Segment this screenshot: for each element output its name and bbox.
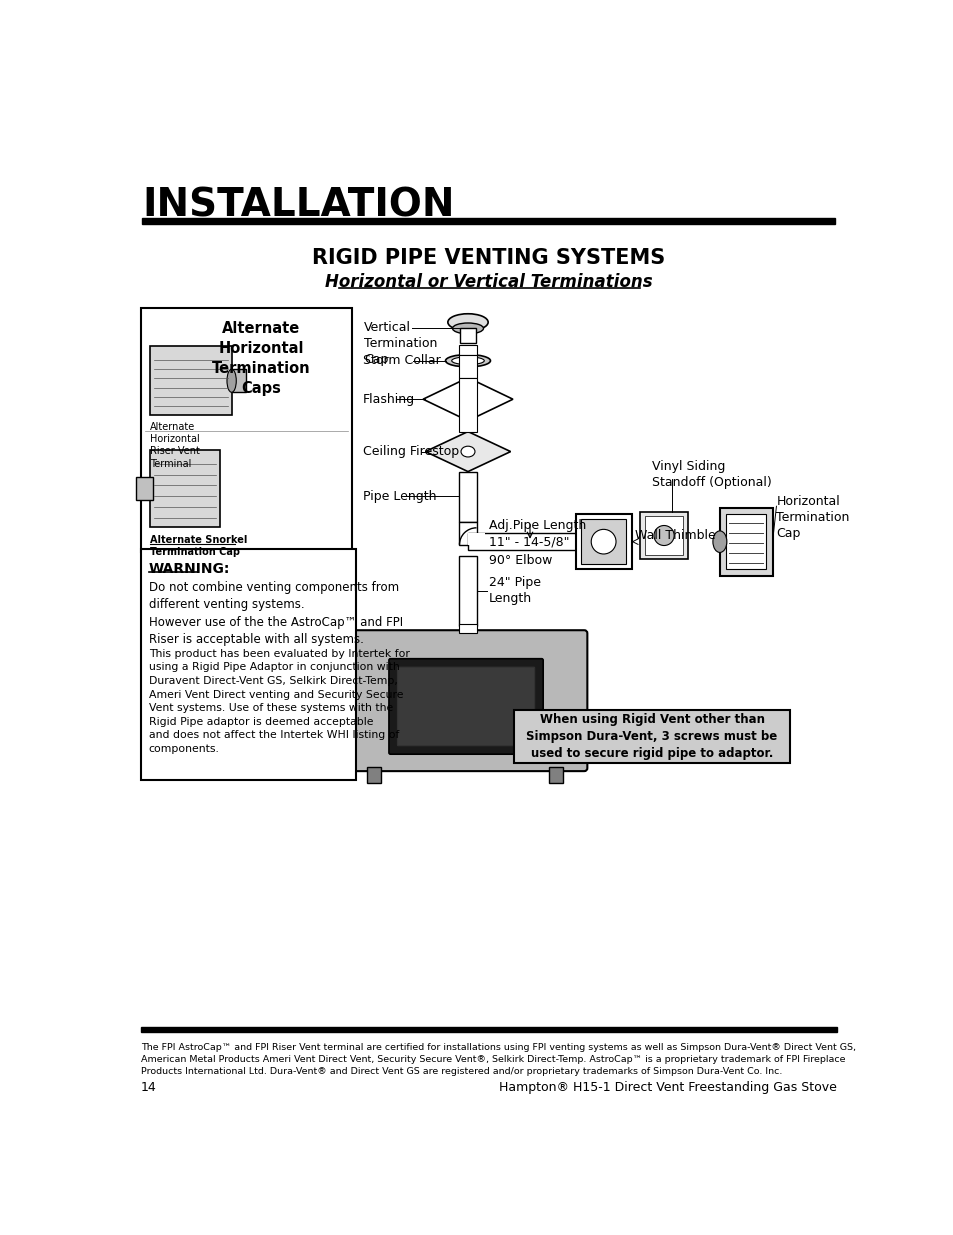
Bar [459, 624, 476, 634]
Text: Flashing: Flashing [362, 393, 415, 406]
Bar [575, 514, 631, 569]
Text: Alternate Snorkel
Termination Cap: Alternate Snorkel Termination Cap [150, 535, 248, 557]
Text: This product has been evaluated by Intertek for
using a Rigid Pipe Adaptor in co: This product has been evaluated by Inter… [149, 648, 409, 753]
Text: Ceiling Firestop: Ceiling Firestop [362, 445, 458, 458]
Text: RIGID PIPE VENTING SYSTEMS: RIGID PIPE VENTING SYSTEMS [312, 248, 665, 268]
Text: 14: 14 [141, 1082, 156, 1094]
Text: Alternate
Horizontal
Termination
Caps: Alternate Horizontal Termination Caps [212, 321, 310, 396]
Text: Vinyl Siding
Standoff (Optional): Vinyl Siding Standoff (Optional) [652, 461, 771, 489]
Text: Adj.Pipe Length
11" - 14-5/8": Adj.Pipe Length 11" - 14-5/8" [488, 520, 585, 548]
Bar [720, 508, 772, 576]
Text: Do not combine venting components from
different venting systems.: Do not combine venting components from d… [149, 580, 398, 611]
Text: Horizontal or Vertical Terminations: Horizontal or Vertical Terminations [325, 273, 652, 291]
Bar [141, 1026, 836, 1032]
Ellipse shape [447, 314, 488, 331]
Text: 90° Elbow: 90° Elbow [488, 553, 552, 567]
Bar [459, 472, 476, 521]
Bar [141, 548, 356, 779]
Text: The FPI AstroCap™ and FPI Riser Vent terminal are certified for installations us: The FPI AstroCap™ and FPI Riser Vent ter… [141, 1042, 855, 1076]
Bar [142, 217, 835, 224]
Ellipse shape [591, 530, 616, 555]
Text: Wall Thimble: Wall Thimble [635, 529, 716, 542]
Ellipse shape [452, 357, 484, 364]
Text: Hampton® H15-1 Direct Vent Freestanding Gas Stove: Hampton® H15-1 Direct Vent Freestanding … [498, 1082, 836, 1094]
Text: Storm Collar: Storm Collar [362, 354, 440, 367]
Text: Horizontal
Termination
Cap: Horizontal Termination Cap [776, 495, 849, 540]
Bar [150, 346, 232, 415]
Bar [459, 327, 476, 343]
Text: 24" Pipe
Length: 24" Pipe Length [488, 577, 540, 605]
FancyBboxPatch shape [389, 658, 542, 755]
Bar [232, 369, 245, 393]
Text: INSTALLATION: INSTALLATION [142, 186, 455, 225]
Ellipse shape [654, 526, 674, 546]
Bar [725, 514, 765, 569]
Bar [644, 516, 682, 555]
Bar [150, 450, 220, 527]
Text: Alternate
Horizontal
Riser Vent
Terminal: Alternate Horizontal Riser Vent Terminal [150, 421, 200, 469]
Text: Pipe Length: Pipe Length [362, 490, 436, 503]
Bar [468, 534, 484, 545]
Bar [468, 534, 603, 550]
Text: When using Rigid Vent other than
Simpson Dura-Vent, 3 screws must be
used to sec: When using Rigid Vent other than Simpson… [526, 713, 777, 760]
Ellipse shape [227, 369, 236, 393]
Text: Vertical
Termination
Cap: Vertical Termination Cap [364, 321, 437, 367]
Polygon shape [422, 378, 513, 421]
Ellipse shape [459, 393, 476, 405]
Bar [459, 378, 476, 431]
Bar [136, 477, 153, 500]
Bar [549, 767, 562, 783]
FancyBboxPatch shape [397, 667, 534, 746]
Bar [514, 710, 789, 763]
Ellipse shape [452, 324, 483, 333]
Text: WARNING:: WARNING: [149, 562, 230, 577]
Bar [459, 556, 476, 626]
Text: However use of the the AstroCap™ and FPI
Riser is acceptable with all systems.: However use of the the AstroCap™ and FPI… [149, 616, 402, 646]
Bar [459, 521, 476, 545]
Bar [367, 767, 381, 783]
Ellipse shape [445, 354, 490, 367]
Ellipse shape [712, 531, 726, 552]
Bar [639, 511, 687, 559]
Bar [580, 520, 625, 564]
Bar [459, 345, 476, 354]
FancyBboxPatch shape [344, 630, 587, 771]
Polygon shape [425, 431, 510, 472]
Ellipse shape [460, 446, 475, 457]
Bar [141, 308, 352, 552]
Bar [459, 354, 476, 378]
